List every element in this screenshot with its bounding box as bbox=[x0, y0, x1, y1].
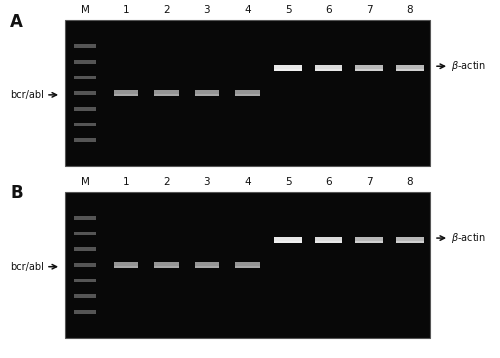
Bar bbox=[236, 94, 260, 96]
Bar bbox=[114, 94, 138, 96]
Text: A: A bbox=[10, 13, 23, 30]
Bar bbox=[195, 94, 219, 96]
Bar bbox=[74, 263, 96, 267]
Bar bbox=[74, 138, 96, 142]
Bar bbox=[65, 20, 430, 166]
Bar bbox=[236, 90, 260, 96]
Bar bbox=[274, 65, 302, 72]
Text: 6: 6 bbox=[326, 177, 332, 187]
Text: 8: 8 bbox=[406, 177, 413, 187]
Bar bbox=[396, 241, 423, 243]
Bar bbox=[315, 65, 342, 72]
Bar bbox=[236, 266, 260, 268]
Text: M: M bbox=[81, 177, 90, 187]
Bar bbox=[195, 266, 219, 268]
Bar bbox=[74, 310, 96, 314]
Bar bbox=[114, 90, 138, 96]
Text: $\beta$-actin: $\beta$-actin bbox=[451, 231, 486, 245]
Bar bbox=[356, 65, 383, 72]
Text: 7: 7 bbox=[366, 177, 372, 187]
Bar bbox=[315, 237, 342, 243]
Bar bbox=[315, 241, 342, 243]
Text: 2: 2 bbox=[163, 5, 170, 15]
Text: 4: 4 bbox=[244, 177, 251, 187]
Bar bbox=[154, 90, 178, 96]
Text: 7: 7 bbox=[366, 5, 372, 15]
Bar bbox=[154, 266, 178, 268]
Text: M: M bbox=[81, 5, 90, 15]
Bar bbox=[65, 192, 430, 338]
Bar bbox=[74, 232, 96, 236]
Text: 3: 3 bbox=[204, 5, 210, 15]
Text: $\beta$-actin: $\beta$-actin bbox=[451, 59, 486, 73]
Bar bbox=[74, 216, 96, 220]
Text: 4: 4 bbox=[244, 5, 251, 15]
Bar bbox=[236, 262, 260, 268]
Bar bbox=[396, 237, 423, 243]
Bar bbox=[74, 294, 96, 298]
Text: B: B bbox=[10, 184, 22, 202]
Text: 1: 1 bbox=[122, 177, 129, 187]
Bar bbox=[356, 241, 383, 243]
Bar bbox=[74, 76, 96, 79]
Text: 2: 2 bbox=[163, 177, 170, 187]
Bar bbox=[74, 122, 96, 126]
Text: 5: 5 bbox=[284, 177, 292, 187]
Text: bcr/abl: bcr/abl bbox=[10, 90, 44, 100]
Bar bbox=[74, 107, 96, 111]
Bar bbox=[74, 91, 96, 95]
Bar bbox=[195, 90, 219, 96]
Text: 3: 3 bbox=[204, 177, 210, 187]
Bar bbox=[396, 69, 423, 72]
Bar bbox=[274, 237, 302, 243]
Bar bbox=[195, 262, 219, 268]
Bar bbox=[396, 65, 423, 72]
Text: 6: 6 bbox=[326, 5, 332, 15]
Bar bbox=[114, 266, 138, 268]
Bar bbox=[274, 241, 302, 243]
Bar bbox=[274, 69, 302, 72]
Bar bbox=[74, 279, 96, 282]
Text: 8: 8 bbox=[406, 5, 413, 15]
Bar bbox=[154, 94, 178, 96]
Text: 1: 1 bbox=[122, 5, 129, 15]
Text: bcr/abl: bcr/abl bbox=[10, 262, 44, 272]
Bar bbox=[74, 44, 96, 48]
Bar bbox=[74, 247, 96, 251]
Bar bbox=[356, 69, 383, 72]
Text: 5: 5 bbox=[284, 5, 292, 15]
Bar bbox=[315, 69, 342, 72]
Bar bbox=[114, 262, 138, 268]
Bar bbox=[154, 262, 178, 268]
Bar bbox=[74, 60, 96, 64]
Bar bbox=[356, 237, 383, 243]
